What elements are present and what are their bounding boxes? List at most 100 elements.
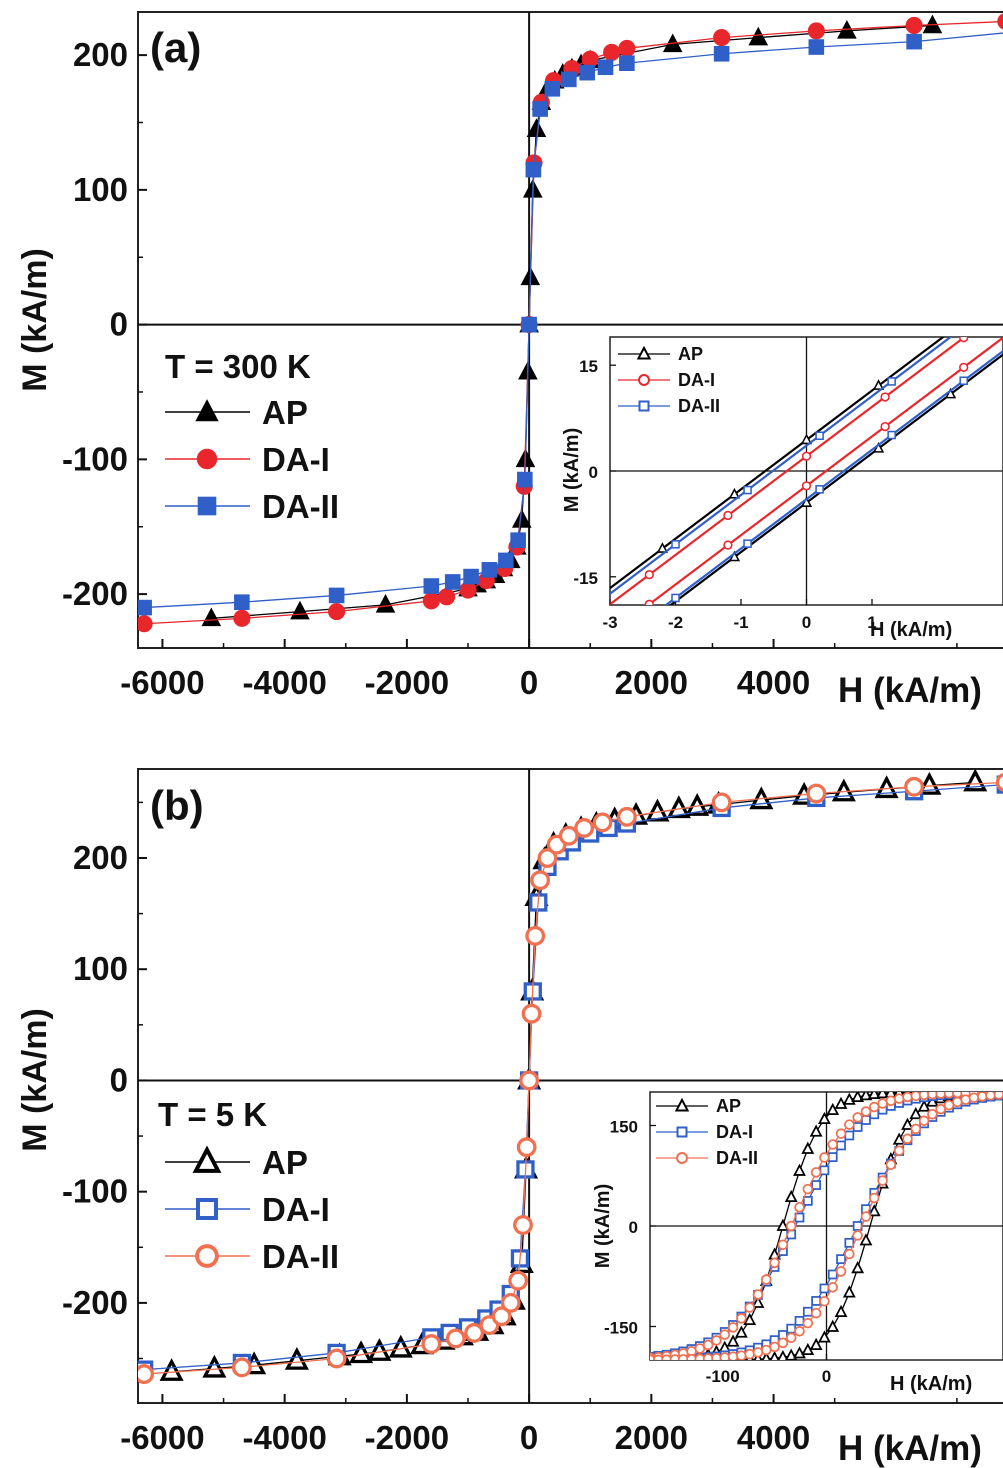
data-point-da-ii [592,812,613,833]
inset-data-point-da-ii [777,1239,789,1251]
legend-marker-da-ii [195,1244,219,1268]
data-point-ap [202,1354,227,1378]
inset-x-tick-label: 0 [822,1367,831,1386]
data-point-da-ii [491,1306,512,1327]
data-point-ap [748,26,769,46]
inset-data-point-da-i [802,1196,813,1206]
data-point-da-ii [806,783,827,804]
x-tick-label: -2000 [365,1419,449,1456]
inset-data-point-ap [826,1102,840,1116]
inset-data-point-ap [726,1334,740,1347]
inset-data-point-da-ii [918,1115,930,1127]
inset-data-point-da-ii [976,1092,988,1102]
inset-data-point-da-ii [736,1350,747,1360]
panel-a-temperature: T = 300 K [165,348,311,385]
inset-data-point-da-ii [794,1201,805,1213]
inset-data-point-ap [826,1319,840,1332]
y-tick-label: 0 [110,1061,128,1098]
inset-data-point-da-ii [802,1317,814,1329]
inset-x-tick-label: -1 [733,613,748,632]
inset-data-point-da-ii [744,1348,755,1360]
data-point-da-i [905,16,923,35]
inset-data-point-ap [743,1312,757,1326]
data-point-da-ii [326,1348,347,1369]
inset-data-point-ap [800,433,813,445]
inset-legend-marker-da-ii [638,400,650,412]
inset-data-point-ap [867,1204,881,1217]
panel-a-inset-data [610,337,1003,605]
inset-data-point-da-ii [810,1167,822,1178]
inset-data-point-ap [751,1295,765,1308]
inset-data-point-da-ii [852,1112,863,1123]
panel-b-label: (b) [150,782,204,829]
inset-data-point-da-ii [860,1106,872,1117]
data-point-da-ii [808,39,825,55]
inset-data-point-da-i [802,1306,813,1317]
inset-data-point-da-ii [671,593,680,603]
data-point-da-ii [597,59,614,76]
x-tick-label: -6000 [120,1419,204,1456]
data-point-da-i [603,43,621,61]
inset-data-point-da-ii [727,1351,739,1360]
data-point-da-ii [444,574,461,590]
inset-legend-label-da-i: DA-I [716,1122,753,1142]
inset-data-point-da-ii [902,1092,913,1103]
data-point-da-i [328,603,346,621]
data-point-da-ii [713,45,730,62]
inset-data-point-ap [793,1346,806,1359]
legend-marker-ap [192,1145,222,1173]
data-point-da-ii [519,1070,540,1091]
inset-x-tick-label: 1 [867,613,876,632]
data-point-da-ii [423,578,440,594]
inset-legend-marker-da-i [638,374,650,386]
data-point-da-ii [906,33,922,50]
panel-b-inset-ticks: -100 0 -150 0 150 [604,1092,1003,1386]
data-point-da-ii [234,594,250,610]
data-point-ap [874,775,899,799]
inset-y-tick-label: -15 [573,569,598,588]
panel-b-inset-xlabel: H (kA/m) [890,1373,972,1395]
inset-data-point-ap [901,1117,914,1130]
panel-b-ylabel: M (kA/m) [16,1008,54,1152]
inset-x-tick-label: 0 [802,613,811,632]
inset-data-point-da-ii [835,1128,847,1139]
data-point-da-ii [711,792,732,813]
y-tick-label: -100 [62,1173,128,1210]
data-point-da-ii [561,71,577,88]
legend-label-da-i: DA-I [262,1191,330,1228]
data-point-da-ii [995,772,1003,792]
inset-legend-label-da-ii: DA-II [716,1148,758,1168]
inset-data-point-da-ii [769,1341,780,1353]
data-point-da-ii [516,1137,537,1158]
inset-data-point-da-i [794,1316,805,1326]
inset-data-point-ap [851,1092,865,1103]
panel-b-data [138,769,1003,1384]
inset-legend-marker-ap [674,1097,690,1112]
inset-data-point-da-i [644,570,654,580]
data-point-da-ii [521,1003,542,1024]
panel-b: -6000 -4000 -2000 0 2000 4000-200-1000100200 … [16,768,1003,1468]
data-point-da-i [997,13,1003,30]
inset-legend-label-ap: AP [678,344,703,364]
x-tick-label: -2000 [365,664,449,701]
inset-data-point-da-ii [785,1220,797,1232]
data-clip-group [138,13,1003,633]
data-point-da-ii [498,552,514,569]
inset-data-point-da-ii [743,539,752,548]
data-point-da-ii [537,848,558,868]
panel-b-inset-ylabel: M (kA/m) [592,1184,614,1268]
panel-b-inset-legend: AP DA-I DA-II [656,1096,758,1168]
panel-a-inset: -3 -2 -1 0 1 -15 0 15 AP DA-I DA-II H (kA/m) M (k… [561,336,1003,641]
inset-data-point-ap [818,1330,831,1343]
data-point-da-i [138,615,153,633]
inset-data-point-da-ii [887,430,896,440]
inset-data-point-da-ii [835,1266,847,1277]
x-tick-label: -6000 [120,664,204,701]
inset-data-point-ap [892,1132,906,1145]
inset-data-point-da-i [852,1122,863,1132]
series-line-da-ii [144,32,1003,609]
data-point-ap [349,1340,374,1364]
panel-a-xlabel: H (kA/m) [838,671,982,710]
inset-data-point-da-i [644,599,654,605]
